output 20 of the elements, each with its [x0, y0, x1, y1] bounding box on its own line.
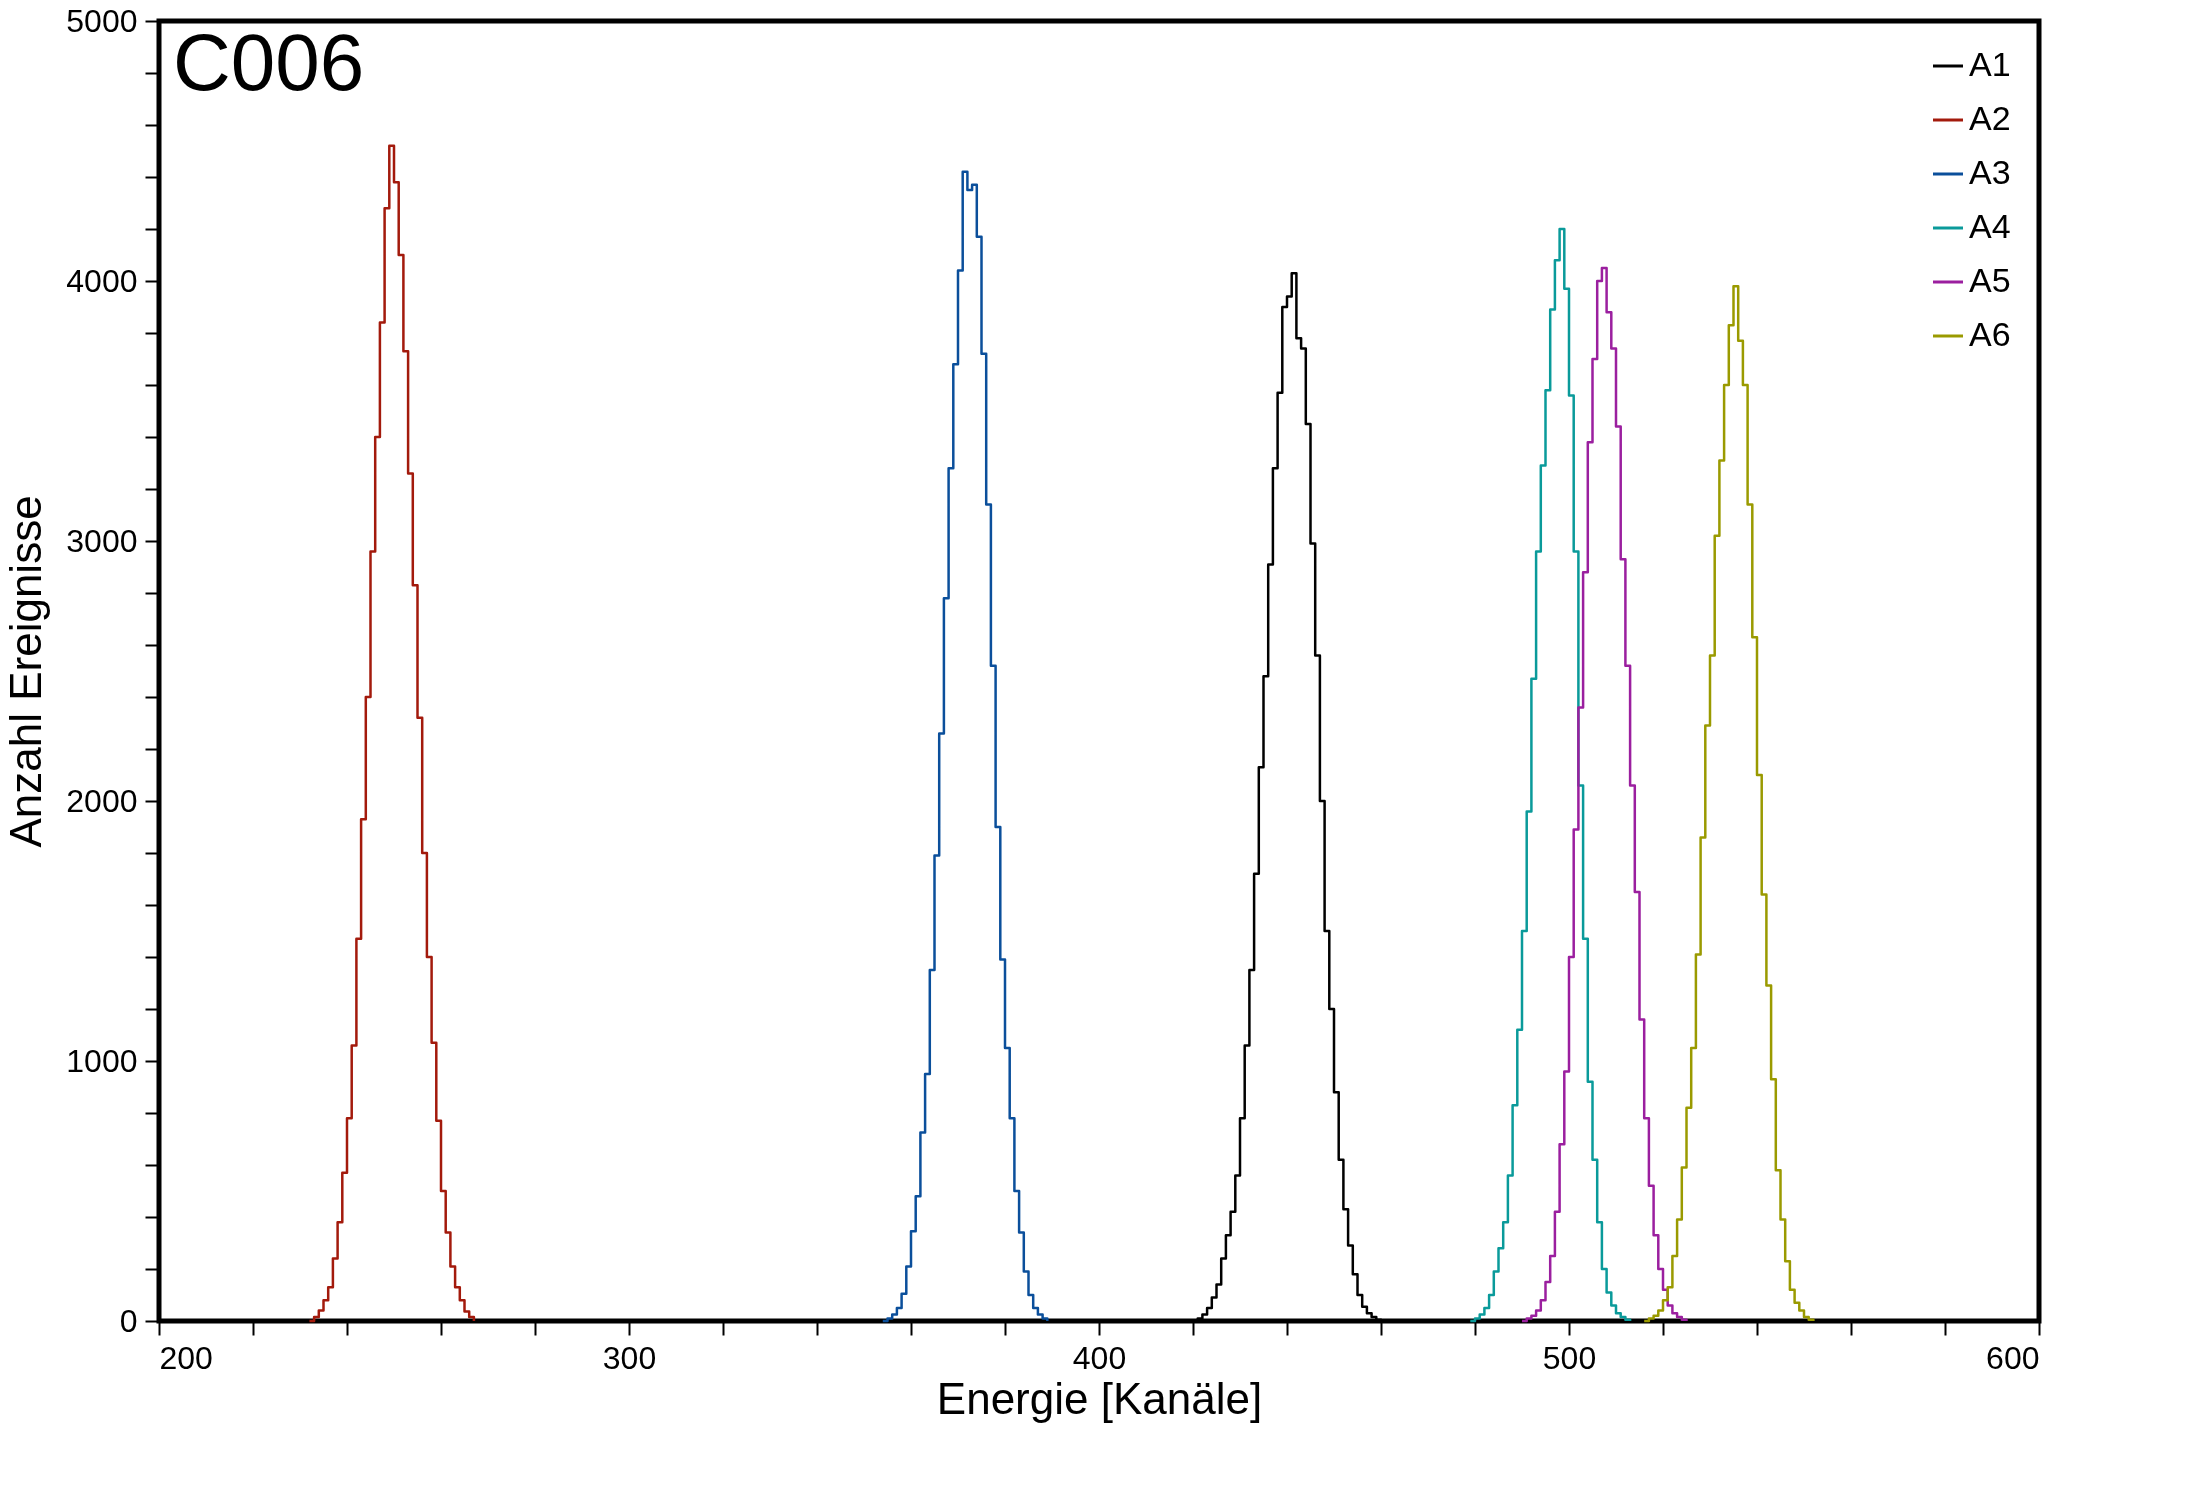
legend-label: A4: [1969, 207, 2011, 245]
y-tick-label: 4000: [66, 262, 138, 299]
legend-label: A3: [1969, 153, 2011, 191]
legend-label: A5: [1969, 261, 2011, 299]
legend-label: A1: [1969, 45, 2011, 83]
y-tick-label: 5000: [66, 2, 138, 39]
x-tick-label: 600: [1986, 1339, 2040, 1376]
x-axis-title: Energie [Kanäle]: [936, 1373, 1263, 1423]
y-tick-label: 1000: [66, 1042, 138, 1079]
y-tick-label: 0: [119, 1302, 138, 1339]
x-tick-label: 200: [159, 1339, 213, 1376]
legend-label: A2: [1969, 99, 2011, 137]
y-tick-label: 2000: [66, 782, 138, 819]
legend-label: A6: [1969, 315, 2011, 353]
y-axis-title: Anzahl Ereignisse: [1, 495, 51, 848]
x-tick-label: 400: [1072, 1339, 1127, 1376]
x-tick-label: 300: [602, 1339, 657, 1376]
chart-title: C006: [173, 18, 365, 107]
y-tick-label: 3000: [66, 522, 138, 559]
x-tick-label: 500: [1542, 1339, 1597, 1376]
